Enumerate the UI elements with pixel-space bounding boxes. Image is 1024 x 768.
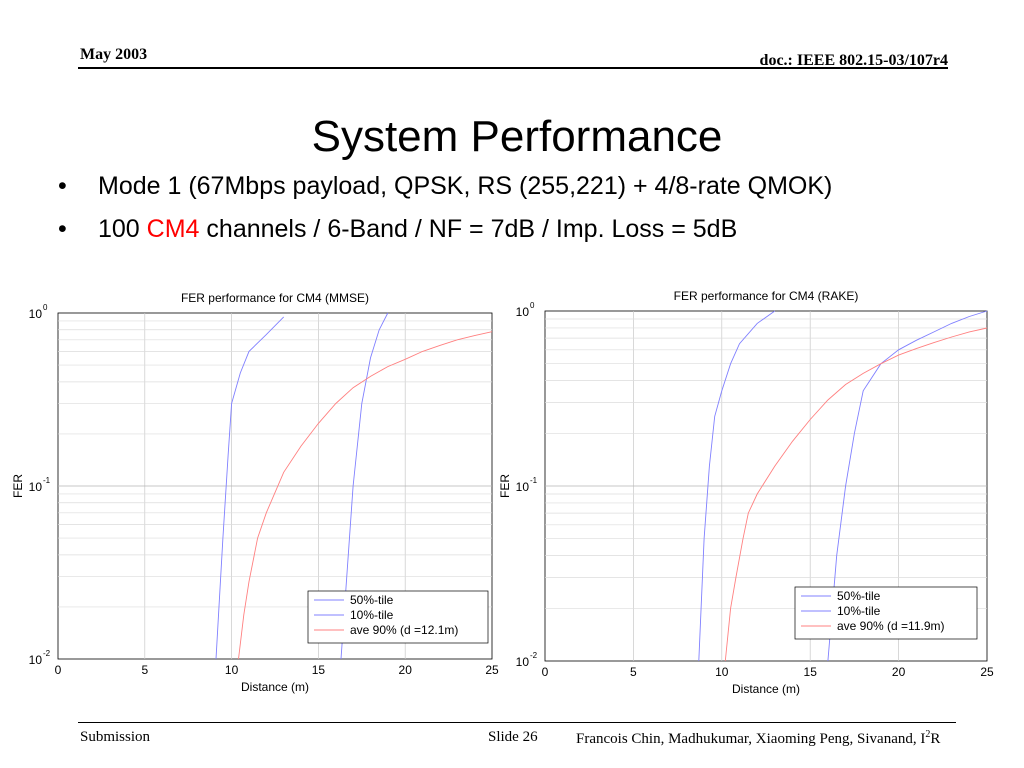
bullet-text-post: channels / 6-Band / NF = 7dB / Imp. Loss… <box>199 215 738 243</box>
y-tick-exponent: -1 <box>530 476 538 485</box>
bullet-text: 100 CM4 channels / 6-Band / NF = 7dB / I… <box>98 215 737 244</box>
y-tick-exponent: 0 <box>530 301 535 310</box>
x-tick-label: 25 <box>980 665 994 679</box>
y-tick-label: 10 <box>516 480 530 494</box>
y-tick-exponent: -2 <box>43 649 51 658</box>
series-line-0 <box>340 312 389 660</box>
x-tick-label: 5 <box>630 665 637 679</box>
footer-submission: Submission <box>80 729 151 745</box>
header-doc-id: doc.: IEEE 802.15-03/107r4 <box>759 52 948 69</box>
x-tick-label: 15 <box>312 663 326 677</box>
footer-authors-sup: 2 <box>925 729 931 740</box>
x-axis-label: Distance (m) <box>732 682 800 696</box>
series-line-1 <box>698 310 776 662</box>
bullet-text: Mode 1 (67Mbps payload, QPSK, RS (255,22… <box>98 172 833 200</box>
series-line-0 <box>827 310 988 662</box>
chart-title: FER performance for CM4 (MMSE) <box>181 291 369 305</box>
y-tick-label: 10 <box>29 307 43 321</box>
series-line-1 <box>215 316 285 660</box>
x-tick-label: 0 <box>55 663 62 677</box>
x-tick-label: 0 <box>542 665 549 679</box>
x-tick-label: 20 <box>892 665 906 679</box>
x-tick-label: 25 <box>485 663 499 677</box>
bullet-item: • 100 CM4 channels / 6-Band / NF = 7dB /… <box>58 215 832 244</box>
y-tick-exponent: -1 <box>43 476 51 485</box>
y-tick-label: 10 <box>29 480 43 494</box>
slide-title: System Performance <box>311 112 723 161</box>
x-tick-label: 20 <box>399 663 413 677</box>
x-tick-label: 15 <box>804 665 818 679</box>
x-tick-label: 5 <box>141 663 148 677</box>
series-line-2 <box>724 327 988 662</box>
series-line-2 <box>238 331 493 660</box>
bullet-list: • Mode 1 (67Mbps payload, QPSK, RS (255,… <box>58 172 832 258</box>
bullet-item: • Mode 1 (67Mbps payload, QPSK, RS (255,… <box>58 172 832 201</box>
y-tick-exponent: -2 <box>530 651 538 660</box>
x-axis-label: Distance (m) <box>241 680 309 694</box>
legend-label: 10%-tile <box>350 608 394 622</box>
bullet-text-pre: 100 <box>98 215 147 243</box>
y-tick-label: 10 <box>29 653 43 667</box>
legend-label: 50%-tile <box>837 589 881 603</box>
y-axis-label: FER <box>11 474 25 498</box>
legend-label: ave 90% (d =12.1m) <box>350 623 458 637</box>
legend-label: 50%-tile <box>350 593 394 607</box>
footer-authors: Francois Chin, Madhukumar, Xiaoming Peng… <box>576 729 940 748</box>
y-tick-label: 10 <box>516 305 530 319</box>
footer-slide-number: Slide 26 <box>488 729 538 745</box>
y-tick-exponent: 0 <box>43 303 48 312</box>
bullet-dot: • <box>58 215 67 243</box>
bullet-highlight: CM4 <box>146 215 200 243</box>
y-axis-label: FER <box>498 474 512 498</box>
footer-authors-text: Francois Chin, Madhukumar, Xiaoming Peng… <box>576 731 926 747</box>
chart-title: FER performance for CM4 (RAKE) <box>674 289 859 303</box>
footer-rule <box>78 722 956 723</box>
bullet-dot: • <box>58 172 67 200</box>
y-tick-label: 10 <box>516 655 530 669</box>
header-rule <box>78 67 948 69</box>
legend-label: 10%-tile <box>837 604 881 618</box>
x-tick-label: 10 <box>225 663 239 677</box>
x-tick-label: 10 <box>715 665 729 679</box>
footer-authors-end: R <box>930 731 941 747</box>
header-date: May 2003 <box>80 46 148 63</box>
legend-label: ave 90% (d =11.9m) <box>837 619 945 633</box>
